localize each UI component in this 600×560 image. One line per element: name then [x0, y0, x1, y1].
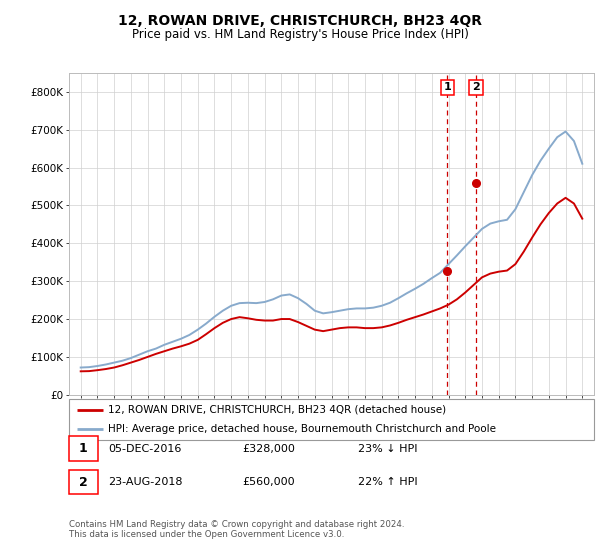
Text: HPI: Average price, detached house, Bournemouth Christchurch and Poole: HPI: Average price, detached house, Bour…: [109, 424, 496, 434]
FancyBboxPatch shape: [69, 399, 594, 440]
Text: 1: 1: [79, 442, 88, 455]
Text: 1: 1: [443, 82, 451, 92]
FancyBboxPatch shape: [69, 436, 98, 461]
Text: 05-DEC-2016: 05-DEC-2016: [109, 444, 182, 454]
Text: 12, ROWAN DRIVE, CHRISTCHURCH, BH23 4QR: 12, ROWAN DRIVE, CHRISTCHURCH, BH23 4QR: [118, 14, 482, 28]
Text: 2: 2: [472, 82, 480, 92]
Text: 23-AUG-2018: 23-AUG-2018: [109, 477, 183, 487]
Text: £328,000: £328,000: [242, 444, 295, 454]
FancyBboxPatch shape: [69, 470, 98, 494]
Text: Contains HM Land Registry data © Crown copyright and database right 2024.
This d: Contains HM Land Registry data © Crown c…: [69, 520, 404, 539]
Text: 22% ↑ HPI: 22% ↑ HPI: [358, 477, 418, 487]
Text: 12, ROWAN DRIVE, CHRISTCHURCH, BH23 4QR (detached house): 12, ROWAN DRIVE, CHRISTCHURCH, BH23 4QR …: [109, 405, 446, 415]
Text: 23% ↓ HPI: 23% ↓ HPI: [358, 444, 417, 454]
Text: £560,000: £560,000: [242, 477, 295, 487]
Text: 2: 2: [79, 475, 88, 489]
Text: Price paid vs. HM Land Registry's House Price Index (HPI): Price paid vs. HM Land Registry's House …: [131, 28, 469, 41]
